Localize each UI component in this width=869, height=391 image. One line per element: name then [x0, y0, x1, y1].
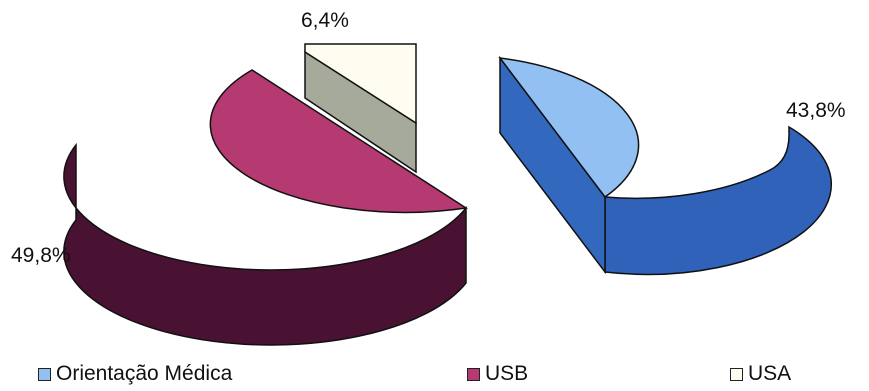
legend-item-usa[interactable]: USA: [730, 362, 791, 386]
slice-orientacao-medica[interactable]: [498, 55, 832, 276]
legend-item-orientacao-medica[interactable]: Orientação Médica: [38, 362, 232, 386]
slice-orientacao-medica-side: [604, 125, 832, 276]
slice-usb[interactable]: [63, 69, 469, 346]
legend-label-usa: USA: [748, 362, 792, 385]
legend-item-usb[interactable]: USB: [467, 362, 528, 386]
data-label-usb: 49,8%: [11, 244, 71, 267]
data-label-usa: 6,4%: [301, 9, 349, 32]
legend-label-usb: USB: [485, 362, 529, 385]
legend-label-orientacao-medica: Orientação Médica: [56, 362, 233, 385]
slice-orientacao-medica-top: [498, 57, 640, 199]
data-label-orientacao-medica: 43,8%: [786, 99, 846, 122]
slice-usb-top: [209, 69, 469, 214]
legend: Orientação Médica USB USA: [0, 362, 869, 388]
legend-swatch-usa: [730, 367, 743, 381]
legend-swatch-usb: [467, 367, 480, 381]
legend-swatch-orientacao-medica: [38, 367, 51, 381]
slice-usa[interactable]: [304, 43, 417, 174]
slice-usa-top: [304, 43, 417, 125]
slice-usb-side: [63, 142, 467, 346]
